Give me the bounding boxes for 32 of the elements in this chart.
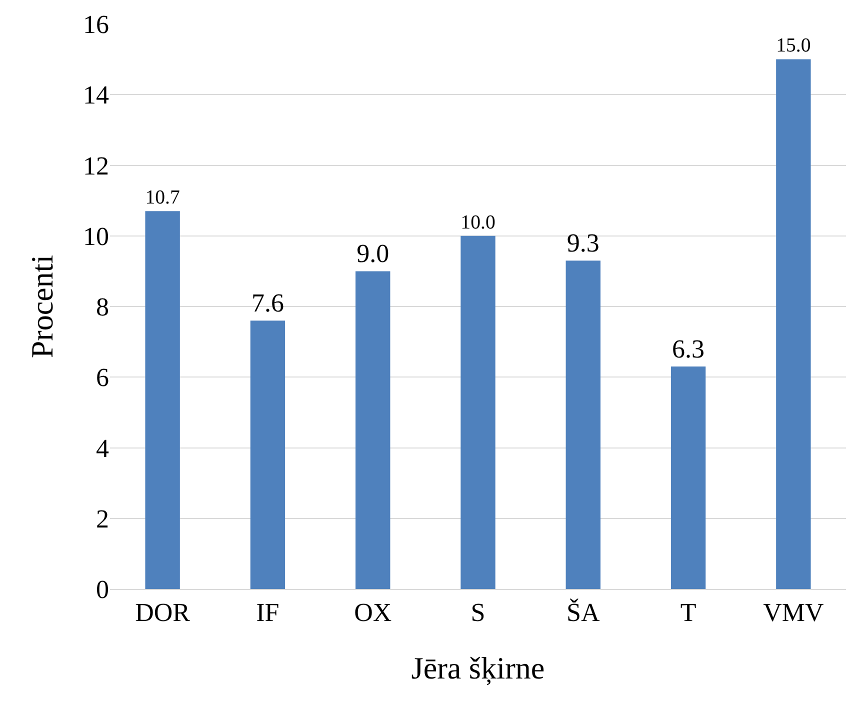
y-axis-title: Procenti xyxy=(24,254,60,358)
y-tick-label: 16 xyxy=(83,10,109,40)
data-label: 9.3 xyxy=(566,228,600,258)
x-tick-label: DOR xyxy=(135,598,191,628)
y-tick-label: 14 xyxy=(83,80,109,110)
x-tick-label: VMV xyxy=(763,598,824,628)
bar xyxy=(250,320,286,589)
bar xyxy=(566,260,600,589)
bar xyxy=(460,236,496,589)
data-label: 7.6 xyxy=(251,288,284,318)
y-tick-label: 8 xyxy=(96,292,109,322)
x-tick-label: IF xyxy=(256,598,280,628)
x-axis-title: Jēra šķirne xyxy=(411,650,545,686)
bar xyxy=(670,366,706,589)
y-tick-label: 4 xyxy=(96,434,109,463)
data-label: 9.0 xyxy=(356,239,390,268)
bar xyxy=(776,59,811,589)
data-label: 6.3 xyxy=(672,334,705,364)
y-tick-label: 6 xyxy=(96,363,109,392)
y-tick-label: 2 xyxy=(96,504,109,534)
data-label: 10.7 xyxy=(145,186,180,209)
data-label: 15.0 xyxy=(776,34,811,57)
y-tick-label: 0 xyxy=(96,575,109,604)
y-tick-label: 10 xyxy=(83,222,109,251)
bar xyxy=(356,271,390,589)
x-tick-label: ŠA xyxy=(566,598,600,628)
bar xyxy=(145,211,180,589)
x-tick-label: S xyxy=(470,598,486,628)
y-tick-label: 12 xyxy=(83,151,109,180)
x-tick-label: T xyxy=(680,598,696,628)
data-label: 10.0 xyxy=(460,211,496,234)
x-tick-label: OX xyxy=(354,598,392,628)
